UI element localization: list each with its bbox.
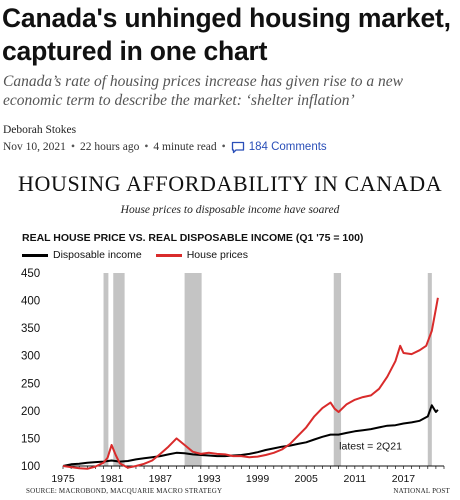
legend-swatch-prices — [155, 253, 182, 257]
recession-band — [427, 273, 432, 466]
y-tick-label: 100 — [21, 461, 40, 473]
y-tick-label: 200 — [21, 406, 40, 418]
legend-swatch-income — [22, 253, 48, 257]
x-tick-label: 2005 — [295, 473, 319, 485]
chart-legend: Disposable income House prices — [22, 249, 262, 261]
publish-age: 22 hours ago — [79, 141, 140, 153]
meta-separator: • — [70, 141, 75, 153]
figure-credit: NATIONAL POST — [393, 487, 450, 495]
figure-title: HOUSING AFFORDABILITY IN CANADA — [18, 171, 443, 196]
legend-item-income: Disposable income — [22, 249, 142, 261]
x-tick-label: 2011 — [344, 473, 367, 485]
article-subhead: Canada’s rate of housing prices increase… — [3, 73, 403, 109]
recession-band — [113, 273, 125, 466]
recession-band — [333, 273, 342, 466]
comments-count: 184 Comments — [248, 141, 327, 153]
article-meta: Nov 10, 2021 • 22 hours ago • 4 minute r… — [3, 139, 327, 155]
x-tick-label: 1987 — [149, 473, 173, 485]
housing-chart: 100 150 200 250 300 350 400 450 1975 1981 1987 1993… — [21, 268, 445, 485]
series-line-prices — [62, 297, 439, 470]
author-name[interactable]: Deborah Stokes — [3, 124, 77, 136]
article-headline: Canada's unhinged housing market, captur… — [2, 3, 451, 66]
x-tick-label: 1999 — [246, 473, 270, 485]
meta-separator: • — [221, 141, 226, 153]
figure-source: SOURCE: MACROBOND, MACQUARIE MACRO STRAT… — [26, 487, 223, 495]
legend-label-income: Disposable income — [53, 249, 142, 261]
legend-item-prices: House prices — [155, 249, 248, 261]
y-tick-label: 150 — [21, 433, 40, 445]
legend-label-prices: House prices — [186, 249, 248, 261]
y-tick-label: 400 — [21, 296, 40, 308]
comment-bubble-icon — [231, 141, 244, 153]
recession-band — [184, 273, 202, 466]
recession-band — [103, 273, 109, 466]
y-tick-label: 450 — [21, 268, 40, 280]
chart-title: REAL HOUSE PRICE VS. REAL DISPOSABLE INC… — [22, 232, 364, 244]
x-tick-label: 1981 — [100, 473, 124, 485]
meta-separator: • — [144, 141, 149, 153]
read-time: 4 minute read — [153, 141, 217, 153]
figure-subtitle: House prices to disposable income have s… — [120, 204, 340, 216]
y-tick-label: 350 — [21, 323, 40, 335]
series-line-income — [62, 404, 439, 467]
x-tick-label: 1975 — [51, 473, 75, 485]
comments-link[interactable]: 184 Comments — [231, 141, 327, 154]
annotation-latest: latest = 2Q21 — [339, 440, 402, 452]
x-tick-label: 1993 — [197, 473, 221, 485]
y-tick-label: 300 — [21, 351, 40, 363]
x-tick-label: 2017 — [392, 473, 416, 485]
y-tick-label: 250 — [21, 378, 40, 390]
publish-date: Nov 10, 2021 — [3, 141, 66, 153]
